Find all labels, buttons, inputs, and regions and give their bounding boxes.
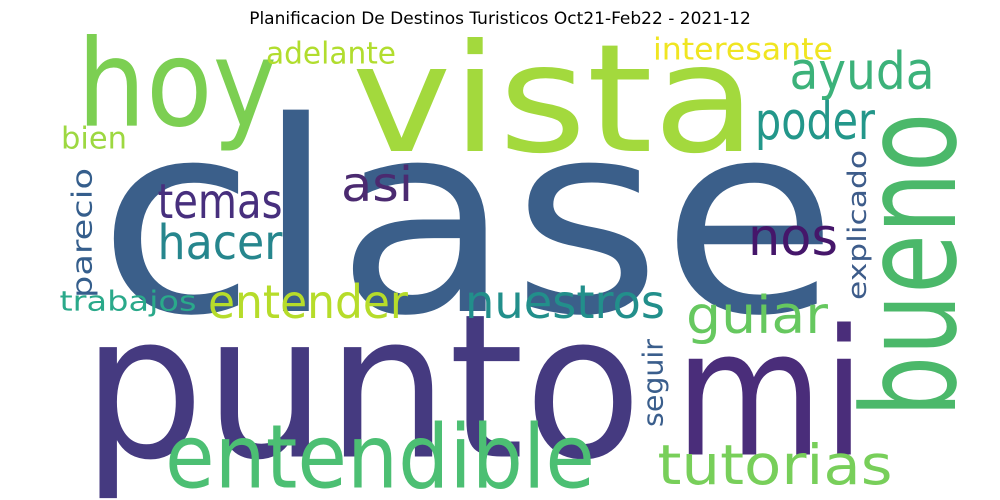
word-entender: entender xyxy=(208,275,408,329)
word-temas: temas xyxy=(158,174,283,230)
word-entendible: entendible xyxy=(165,406,595,500)
word-hoy: hoy xyxy=(77,16,277,155)
word-nuestros: nuestros xyxy=(465,275,665,329)
word-explicado: explicado xyxy=(843,150,873,300)
word-vista: vista xyxy=(352,13,757,187)
word-punto: punto xyxy=(82,272,642,500)
word-mi: mi xyxy=(675,294,865,497)
chart-title: Planificacion De Destinos Turisticos Oct… xyxy=(249,9,751,29)
word-bueno: bueno xyxy=(834,113,986,418)
word-nos: nos xyxy=(748,208,838,268)
word-ayuda: ayuda xyxy=(790,42,935,102)
word-hacer: hacer xyxy=(158,215,283,271)
word-seguir: seguir xyxy=(637,339,670,427)
word-parecio: parecio xyxy=(66,168,99,298)
word-adelante: adelante xyxy=(266,37,396,72)
word-poder: poder xyxy=(755,92,875,152)
word-asi: asi xyxy=(341,157,413,213)
word-tutorias: tutorias xyxy=(658,433,893,497)
word-clase: clase xyxy=(98,66,838,374)
word-bien: bien xyxy=(61,122,127,157)
word-guiar: guiar xyxy=(686,286,829,346)
word-trabajos: trabajos xyxy=(60,285,197,318)
word-interesante: interesante xyxy=(653,33,833,68)
